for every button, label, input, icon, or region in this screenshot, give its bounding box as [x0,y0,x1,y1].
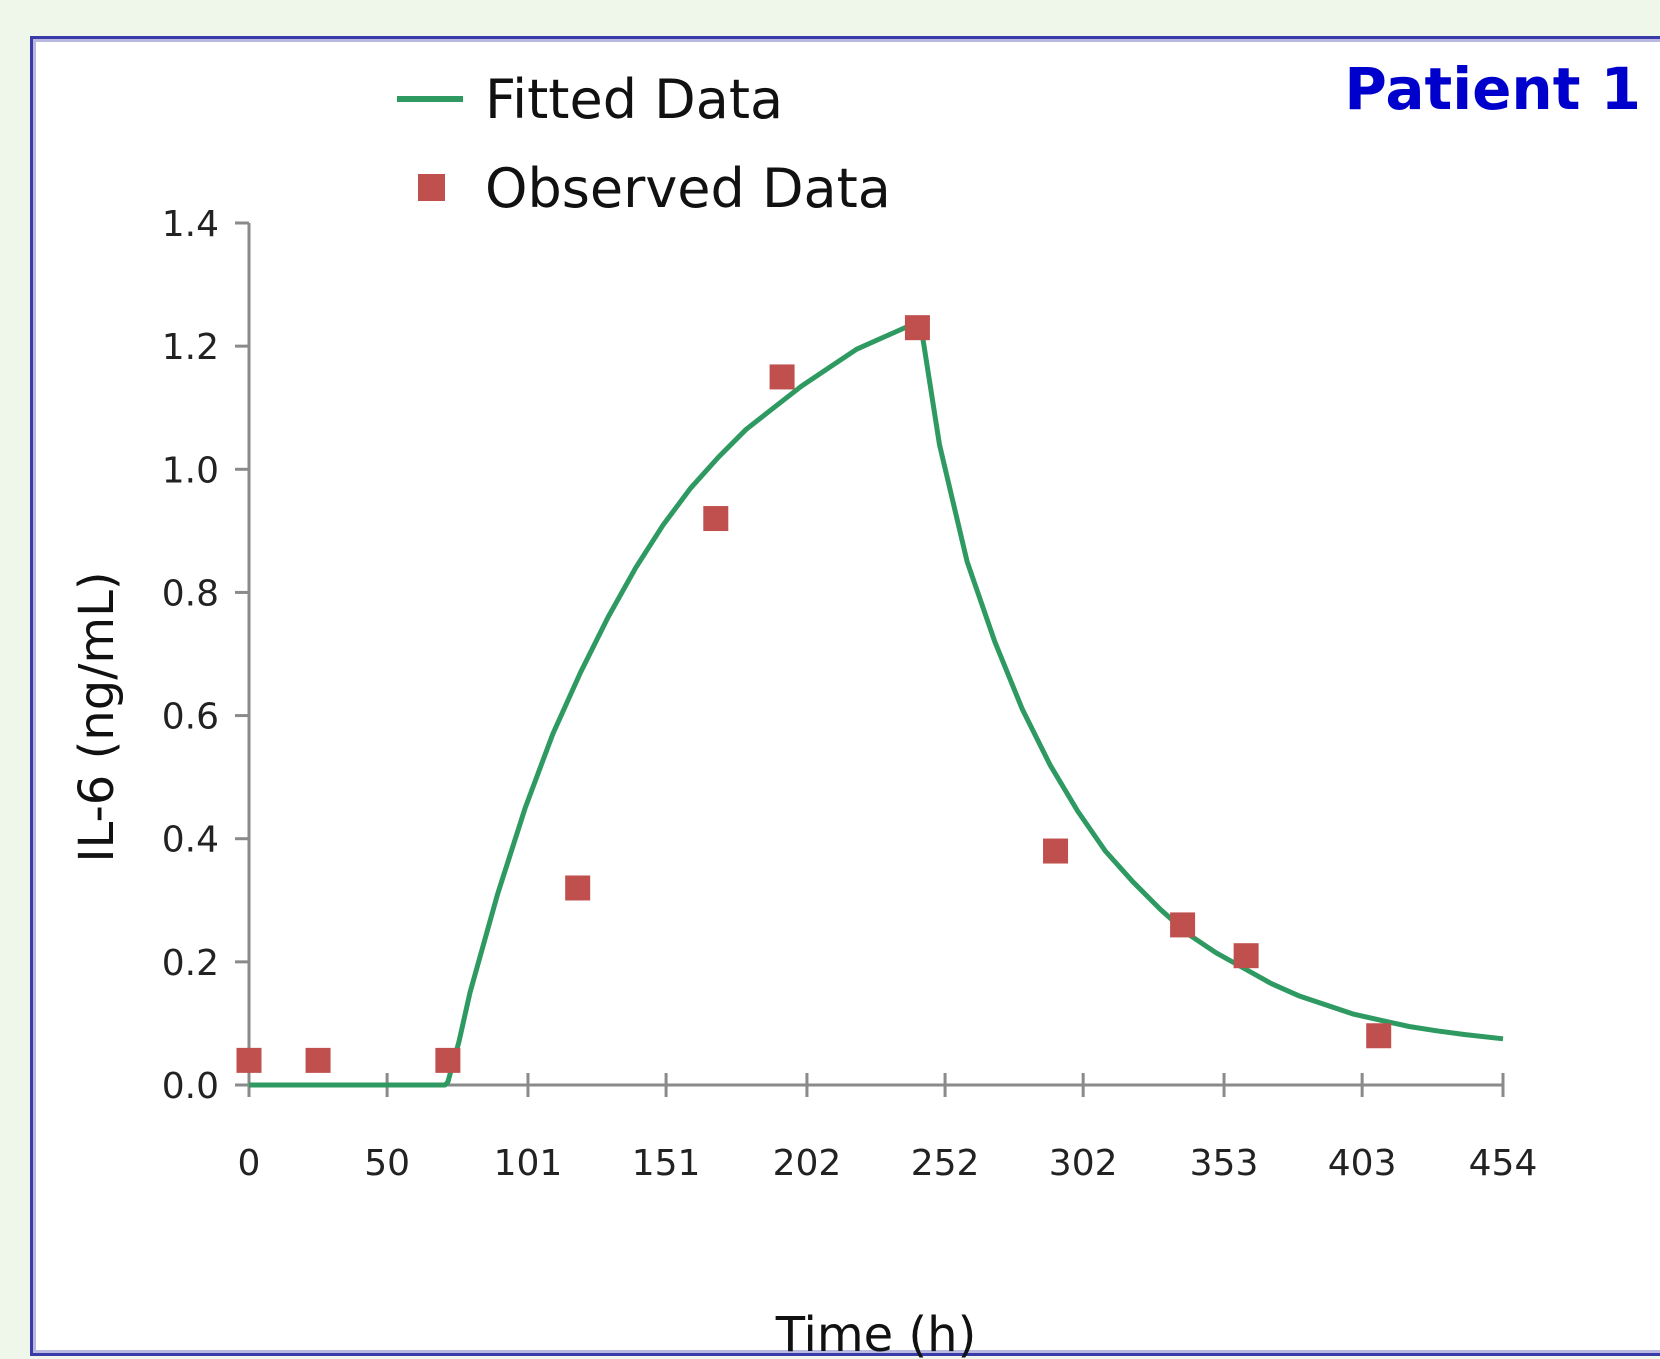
observed-data-point [1170,912,1196,938]
x-tick-label: 252 [911,1143,980,1184]
observed-data-point [435,1047,461,1073]
x-tick-label: 101 [494,1143,563,1184]
chart-title: Patient 1 [1344,55,1641,123]
observed-data-point [769,364,795,390]
x-tick-label: 403 [1328,1143,1397,1184]
x-tick-label: 454 [1469,1143,1538,1184]
legend-observed-label: Observed Data [485,157,891,220]
x-tick-label: 151 [632,1143,701,1184]
observed-data-point [236,1047,262,1073]
observed-data-point [703,506,729,532]
observed-data-point [904,315,930,341]
observed-data-point [1043,838,1069,864]
x-tick-label: 202 [773,1143,842,1184]
y-tick-label: 0.2 [162,943,219,984]
chart-frame: Patient 1 Fitted Data Observed Data 0 50 1… [30,36,1660,1359]
observed-data-point [305,1047,331,1073]
y-tick-label: 0.0 [162,1066,219,1107]
y-tick-label: 1.4 [162,204,219,245]
legend-marker-swatch [418,174,445,201]
y-tick-label: 0.6 [162,697,219,738]
x-tick-label: 50 [364,1143,410,1184]
y-tick-label: 1.2 [162,327,219,368]
y-tick-label: 0.8 [162,573,219,614]
observed-data-point [1366,1023,1392,1049]
x-tick-label: 302 [1049,1143,1118,1184]
fitted-data-line [249,319,1504,1088]
y-axis-title: IL-6 (ng/mL) [69,571,125,862]
x-tick-label: 353 [1190,1143,1259,1184]
observed-data-point [1233,943,1259,969]
y-tick-label: 1.0 [162,450,219,491]
chart: Patient 1 Fitted Data Observed Data 0 50 1… [69,55,1641,1359]
x-axis-title: Time (h) [775,1307,977,1359]
x-tick-label: 0 [238,1143,261,1184]
legend: Fitted Data Observed Data [397,68,891,220]
observed-data-point [565,875,591,901]
axes: 0 50 101 151 202 252 302 353 403 454 0.0 0.2 0.4 0.6 0… [162,204,1538,1184]
y-tick-label: 0.4 [162,820,219,861]
legend-fitted-label: Fitted Data [485,68,783,131]
plot-area [236,315,1504,1088]
